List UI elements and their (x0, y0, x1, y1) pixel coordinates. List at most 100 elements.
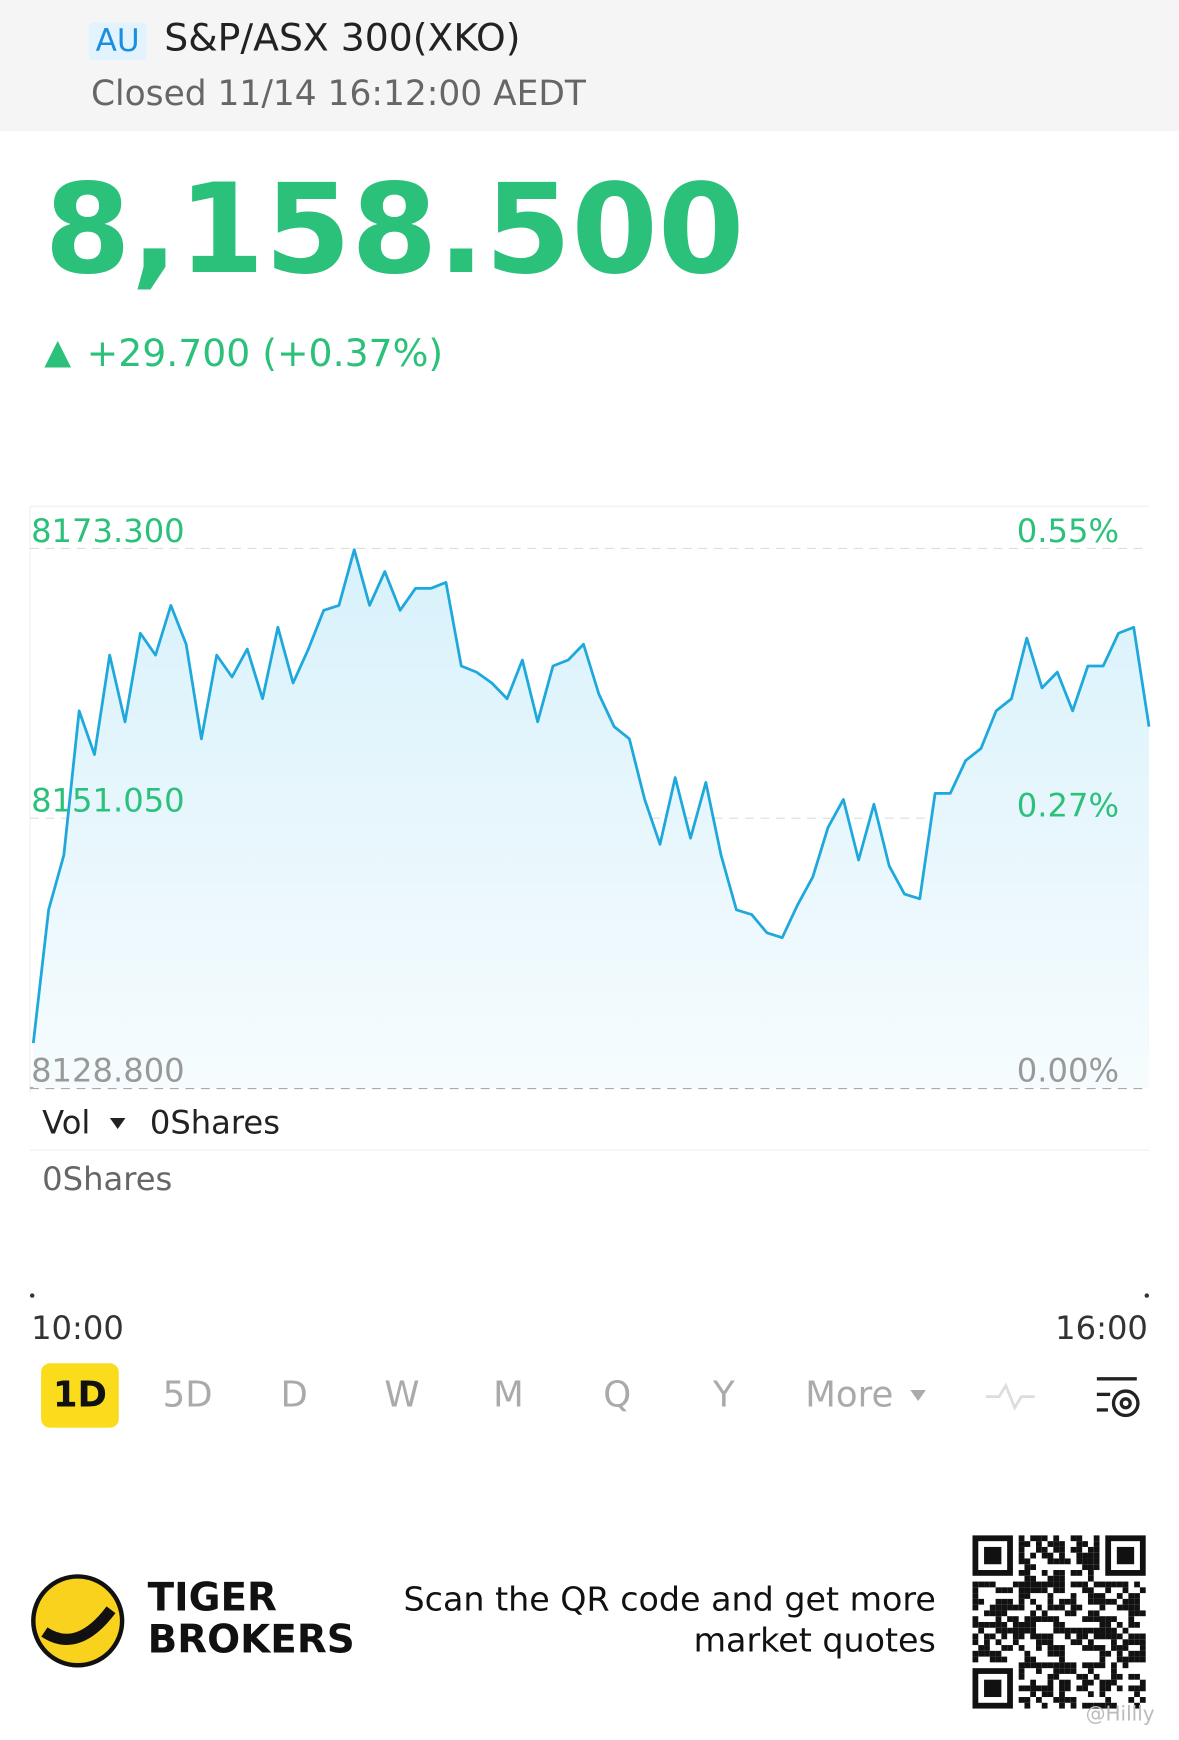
qr-cell (1139, 1633, 1146, 1640)
qr-cell (1116, 1645, 1123, 1651)
qr-cell (1059, 1697, 1065, 1703)
qr-cell (1059, 1685, 1065, 1692)
qr-cell (1099, 1633, 1106, 1640)
qr-finder (984, 1679, 1002, 1698)
qr-cell (1134, 1650, 1140, 1657)
qr-cell (1070, 1610, 1077, 1617)
qr-cell (1070, 1668, 1077, 1674)
qr-cell (1128, 1593, 1135, 1599)
qr-cell (1053, 1621, 1060, 1628)
y-tick-label: 8128.800 (31, 1051, 185, 1089)
qr-cell (1024, 1662, 1031, 1669)
qr-cell (1047, 1616, 1054, 1622)
period-tab[interactable]: W (384, 1375, 419, 1416)
qr-cell (1036, 1541, 1042, 1547)
vol-value: 0Shares (150, 1104, 280, 1142)
qr-cell (1087, 1691, 1094, 1698)
qr-code (972, 1535, 1146, 1709)
qr-finder (1116, 1546, 1135, 1565)
qr-cell (1128, 1621, 1135, 1628)
y2-tick-label: 0.00% (1017, 1051, 1119, 1089)
period-tab[interactable]: Q (603, 1375, 631, 1416)
dot (1144, 1293, 1150, 1298)
qr-cell (1076, 1627, 1083, 1634)
qr-cell (1076, 1604, 1083, 1611)
vol-caret (109, 1117, 126, 1130)
qr-cell (984, 1650, 990, 1657)
qr-cell (1099, 1702, 1106, 1709)
qr-cell (1030, 1633, 1037, 1640)
qr-cell (1070, 1604, 1077, 1611)
chart: 8128.800 8151.050 8173.300 0.00% 0.27% 0.55% (29, 512, 1151, 1089)
settings-icon[interactable] (1096, 1377, 1140, 1418)
qr-cell (1041, 1535, 1048, 1542)
qr-cell (1111, 1679, 1117, 1686)
qr-cell (1134, 1633, 1140, 1640)
qr-cell (1053, 1581, 1060, 1588)
qr-cell (1064, 1633, 1071, 1640)
qr-cell (1059, 1691, 1065, 1698)
qr-cell (1053, 1587, 1060, 1594)
qr-cell (1041, 1702, 1048, 1709)
qr-cell (984, 1639, 990, 1646)
qr-cell (1128, 1633, 1135, 1640)
qr-cell (1018, 1541, 1025, 1547)
status: Closed 11/14 16:12:00 AEDT (91, 74, 587, 114)
qr-cell (1053, 1616, 1060, 1622)
qr-cell (1012, 1604, 1019, 1611)
qr-cell (1001, 1645, 1008, 1651)
qr-cell (1122, 1645, 1129, 1651)
qr-cell (1105, 1702, 1112, 1709)
qr-cell (995, 1650, 1002, 1657)
qr-cell (972, 1650, 979, 1657)
qr-cell (1087, 1662, 1094, 1669)
title: S&P/ASX 300(XKO) (164, 15, 520, 59)
qr-cell (1053, 1546, 1060, 1553)
qr-cell (1070, 1639, 1077, 1646)
qr-cell (1082, 1616, 1088, 1622)
qr-cell (1093, 1616, 1100, 1622)
qr-cell (1139, 1679, 1146, 1686)
period-tab[interactable]: Y (712, 1375, 735, 1416)
line-icon[interactable] (985, 1382, 1035, 1411)
qr-cell (1070, 1697, 1077, 1703)
qr-cell (1018, 1570, 1025, 1576)
period-tab[interactable]: D (281, 1375, 308, 1416)
qr-cell (1105, 1621, 1112, 1628)
qr-cell (1099, 1604, 1106, 1611)
qr-cell (972, 1656, 979, 1663)
qr-cell (1139, 1639, 1146, 1646)
qr-cell (1111, 1662, 1117, 1669)
qr-cell (984, 1633, 990, 1640)
qr-cell (1024, 1587, 1031, 1594)
qr-cell (1030, 1581, 1037, 1588)
qr-cell (1018, 1645, 1025, 1651)
qr-cell (1134, 1604, 1140, 1611)
qr-cell (1047, 1645, 1054, 1651)
qr-cell (1024, 1621, 1031, 1628)
qr-cell (1012, 1616, 1019, 1622)
qr-cell (1024, 1593, 1031, 1599)
qr-cell (1053, 1662, 1060, 1669)
period-tab[interactable]: 1D (53, 1375, 107, 1416)
qr-cell (1128, 1616, 1135, 1622)
period-tab[interactable]: 5D (163, 1375, 213, 1416)
qr-cell (1082, 1673, 1088, 1680)
qr-cell (989, 1656, 996, 1663)
qr-cell (1018, 1685, 1025, 1692)
qr-cell (1030, 1616, 1037, 1622)
qr-cell (1076, 1570, 1083, 1576)
qr-cell (1082, 1558, 1088, 1565)
period-tab[interactable]: M (493, 1375, 524, 1416)
qr-cell (1116, 1656, 1123, 1663)
period-tab[interactable]: More (805, 1375, 893, 1416)
qr-cell (1024, 1616, 1031, 1622)
qr-cell (1087, 1668, 1094, 1674)
qr-cell (1134, 1673, 1140, 1680)
qr-cell (1116, 1673, 1123, 1680)
qr-cell (1116, 1581, 1123, 1588)
qr-cell (1030, 1535, 1037, 1542)
qr-cell (1047, 1598, 1054, 1605)
